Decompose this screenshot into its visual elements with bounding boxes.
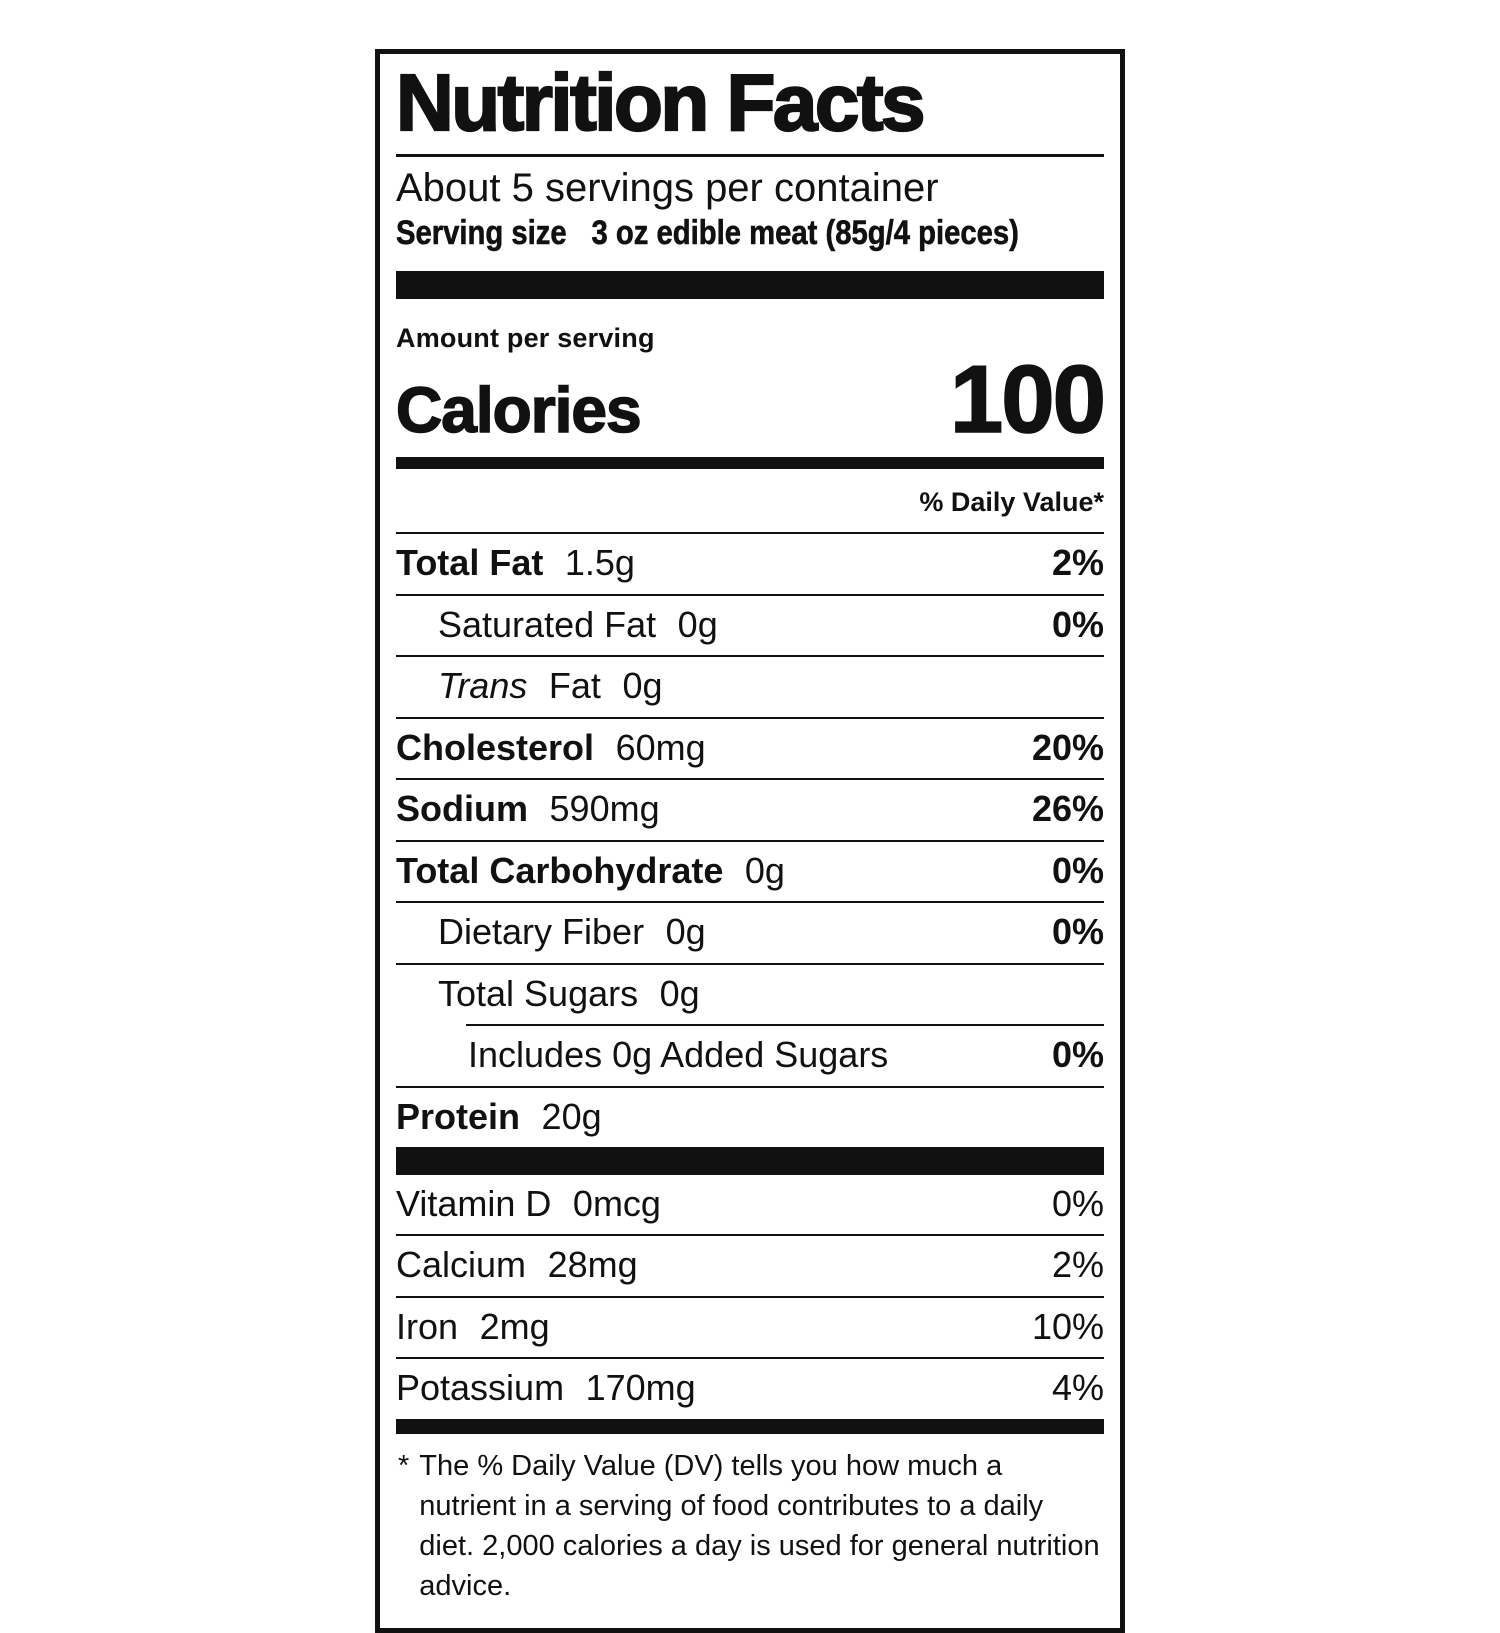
footnote-text: The % Daily Value (DV) tells you how muc… xyxy=(419,1449,1100,1602)
nutrition-facts-label: Nutrition Facts About 5 servings per con… xyxy=(375,49,1125,1633)
nutrient-amount: 1.5g xyxy=(564,542,635,584)
calories-value: 100 xyxy=(949,346,1107,454)
title-rule xyxy=(396,153,1104,157)
nutrient-name: Includes 0g Added Sugars xyxy=(468,1034,889,1076)
nutrient-row-dietary-fiber: Dietary Fiber 0g 0% xyxy=(396,901,1104,962)
nutrient-row-saturated-fat: Saturated Fat 0g 0% xyxy=(396,593,1104,655)
nutrient-dv: 0% xyxy=(1051,603,1104,645)
nutrient-amount: 0g xyxy=(622,665,663,707)
nutrient-dv: 0% xyxy=(1051,1034,1104,1076)
footnote: * The % Daily Value (DV) tells you how m… xyxy=(396,1434,1104,1610)
vitamin-amount: 28mg xyxy=(547,1244,638,1286)
vitamin-row-iron: Iron 2mg 10% xyxy=(396,1295,1104,1357)
vitamin-name: Iron xyxy=(396,1305,459,1347)
nutrient-name: Total Carbohydrate xyxy=(396,849,724,891)
nutrient-row-total-sugars: Total Sugars 0g xyxy=(396,962,1104,1024)
serving-size-value: 3 oz edible meat (85g/4 pieces) xyxy=(591,213,1019,252)
serving-size-row: Serving size 3 oz edible meat (85g/4 pie… xyxy=(396,212,1102,256)
nutrient-amount: 60mg xyxy=(615,726,706,768)
vitamin-amount: 170mg xyxy=(585,1367,696,1409)
nutrient-name: Saturated Fat xyxy=(438,603,657,645)
nutrient-name: Fat xyxy=(548,665,601,707)
calories-label: Calories xyxy=(395,373,642,447)
vitamin-amount: 2mg xyxy=(479,1305,550,1347)
nutrient-dv: 20% xyxy=(1031,726,1104,768)
nutrient-dv: 0% xyxy=(1051,849,1104,891)
nutrient-name: Dietary Fiber xyxy=(438,911,645,953)
vitamin-row-calcium: Calcium 28mg 2% xyxy=(396,1234,1104,1295)
vitamin-dv: 4% xyxy=(1051,1367,1104,1409)
thick-divider-bottom xyxy=(396,1418,1104,1434)
vitamin-row-vitamin-d: Vitamin D 0mcg 0% xyxy=(396,1175,1104,1234)
nutrient-row-total-carbohydrate: Total Carbohydrate 0g 0% xyxy=(396,839,1104,901)
nutrient-amount: 20g xyxy=(541,1095,602,1137)
vitamin-dv: 2% xyxy=(1051,1244,1104,1286)
nutrient-name: Cholesterol xyxy=(396,726,595,768)
nutrient-name: Protein xyxy=(396,1095,521,1137)
daily-value-header: % Daily Value* xyxy=(919,487,1104,518)
vitamin-row-potassium: Potassium 170mg 4% xyxy=(396,1357,1104,1418)
serving-size-label: Serving size xyxy=(396,213,567,252)
nutrient-amount: 0g xyxy=(659,972,700,1014)
nutrient-name: Sodium xyxy=(396,788,528,830)
nutrient-dv: 26% xyxy=(1031,788,1104,830)
nutrient-row-cholesterol: Cholesterol 60mg 20% xyxy=(396,716,1104,778)
amount-per-serving-label: Amount per serving xyxy=(396,323,655,354)
thick-divider-top xyxy=(396,271,1104,300)
nutrient-dv: 0% xyxy=(1051,911,1104,953)
calories-row: Calories 100 xyxy=(395,346,1107,454)
nutrient-row-protein: Protein 20g xyxy=(396,1085,1104,1147)
vitamin-dv: 0% xyxy=(1051,1182,1104,1224)
nutrient-amount: 590mg xyxy=(549,788,660,830)
calories-divider xyxy=(396,457,1104,470)
vitamin-name: Vitamin D xyxy=(396,1182,552,1224)
nutrient-amount: 0g xyxy=(744,849,785,891)
nutrient-row-total-fat: Total Fat 1.5g 2% xyxy=(396,532,1104,593)
vitamin-dv: 10% xyxy=(1031,1305,1104,1347)
nutrient-amount: 0g xyxy=(677,603,718,645)
footnote-asterisk: * xyxy=(398,1449,410,1482)
nutrient-name-italic: Trans xyxy=(438,665,528,707)
nutrient-row-trans-fat: Trans Fat 0g xyxy=(396,655,1104,716)
added-sugars-separator xyxy=(466,1024,1104,1027)
nutrient-amount: 0g xyxy=(665,911,706,953)
label-title: Nutrition Facts xyxy=(395,58,927,147)
servings-per-container: About 5 servings per container xyxy=(396,165,939,210)
nutrient-dv: 2% xyxy=(1051,542,1104,584)
nutrient-row-sodium: Sodium 590mg 26% xyxy=(396,778,1104,839)
vitamin-name: Calcium xyxy=(396,1244,527,1286)
nutrient-name: Total Fat xyxy=(396,542,544,584)
vitamin-amount: 0mcg xyxy=(572,1182,661,1224)
nutrient-row-added-sugars: Includes 0g Added Sugars 0% xyxy=(396,1026,1104,1085)
vitamin-name: Potassium xyxy=(396,1367,565,1409)
thick-divider-protein xyxy=(396,1146,1104,1175)
nutrient-name: Total Sugars xyxy=(438,972,639,1014)
